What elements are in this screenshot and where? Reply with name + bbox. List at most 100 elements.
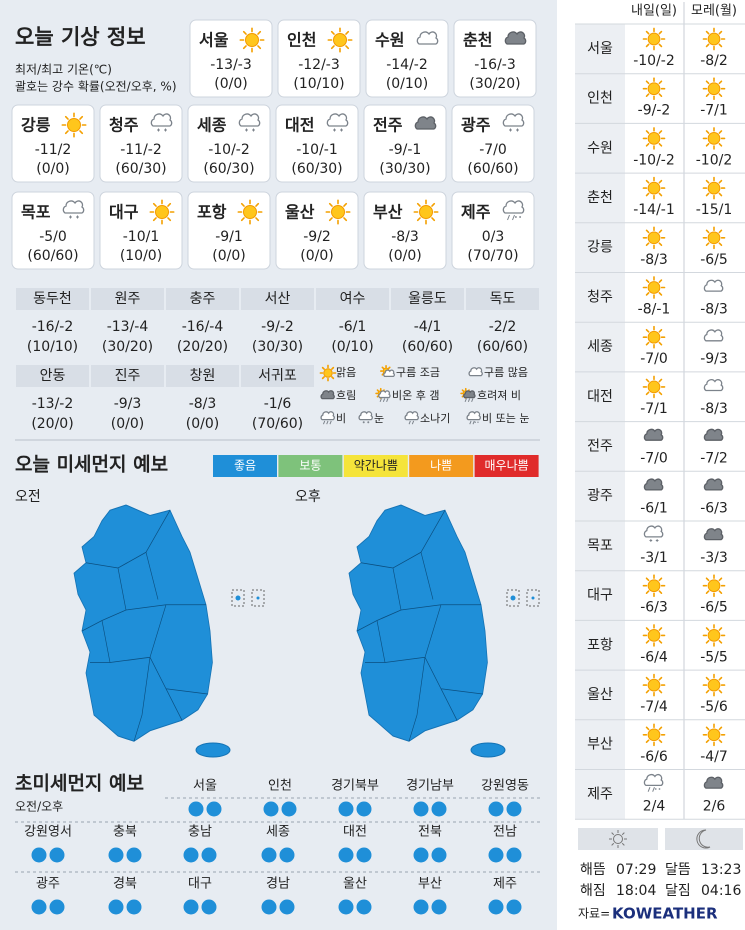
sun-disc [331,205,345,219]
city-name: 제주 [587,786,613,802]
korea-map [73,504,213,742]
weather-icon [237,199,263,225]
sun-ray [645,676,650,681]
temperature: -10/-1 [296,142,338,158]
sun-ray [705,80,710,85]
sun-ray [705,179,710,184]
sun-ray [381,366,385,370]
precip-probability: (60/30) [115,161,166,177]
fine-dust-title: 초미세먼지 예보 [15,773,144,795]
dust-level [474,455,539,477]
map-jeju [195,742,231,758]
weather-icon [414,116,437,130]
sun-ray [645,142,650,147]
temperature: -8/-1 [638,302,671,318]
sun-ray [705,93,710,97]
weather-icon [327,27,353,53]
weather-icon [702,226,726,250]
temperature: -3/1 [640,550,668,566]
temperature: -11/2 [35,142,72,158]
temperature: -9/-2 [638,103,671,119]
cloud [703,279,724,292]
sun-ray [645,242,650,247]
map-borders [81,509,208,742]
grade-dot [279,899,295,915]
sun-ray [343,217,348,222]
sun-ray [658,80,663,85]
sun-ray [461,389,465,392]
city-name: 울산 [285,203,315,222]
sun-ray [240,202,245,207]
sun-ray [416,202,421,207]
weather-icon [702,27,726,51]
map-label: 오후 [295,489,321,505]
temperature: -9/-2 [261,319,294,335]
temperature: -4/7 [700,749,728,765]
sun-ray [257,45,262,50]
sun-disc [323,368,333,378]
sun-ray [242,30,247,35]
weather-icon [379,364,395,378]
region-name: 울산 [343,877,367,892]
weather-icon [702,673,726,697]
sun-ray [705,30,710,35]
sun-ray [345,30,350,35]
legend-label: 비 [336,412,346,425]
cloud [703,329,724,342]
city-name: 인천 [287,31,316,50]
temperature: 2/6 [703,799,726,815]
region-name: 대전 [343,825,367,840]
rain-drop [652,787,655,792]
sun-ray [167,202,172,207]
weather-icon [238,113,261,132]
temperature: -7/0 [479,142,507,158]
region-name: 세종 [266,825,290,840]
temperature: -6/1 [339,319,367,335]
cloud [416,31,439,45]
cloud [358,411,373,421]
astro-time: 18:04 [616,883,656,899]
sun-ray [645,391,650,396]
cloud [703,428,724,441]
sun-ray [645,639,650,644]
grade-dot [338,801,354,817]
region-name: 충북 [113,825,137,840]
weather-icon [642,624,666,647]
city-name: 수원 [375,31,404,50]
rain-drop [411,420,415,425]
precip-probability: (60/60) [402,339,453,355]
sun-ray [255,217,260,222]
rain-drop [471,398,474,403]
table-header-cell [391,288,464,310]
sun-disc [647,380,661,394]
weather-icon [460,387,476,403]
table-header-cell [16,365,89,387]
precip-probability: (0/0) [111,416,144,432]
astro-label: 달짐 [665,883,691,899]
sun-ray [64,130,69,135]
weather-icon [703,528,724,541]
weather-icon [642,127,666,150]
grade-dot [356,847,372,863]
temperature: -9/3 [700,351,728,367]
sun-ray [658,726,663,731]
grade-dot [183,847,199,863]
temperature: -7/0 [640,451,668,467]
sun-disc [707,181,721,195]
grade-dot [281,801,297,817]
temperature: -8/3 [189,396,217,412]
precip-probability: (60/60) [477,339,528,355]
dust-level-label: 보통 [299,459,321,473]
city-name: 부산 [587,737,613,753]
temperature: -12/-3 [298,57,340,73]
city-name: 충주 [190,291,216,307]
weather-icon [702,77,726,101]
sun-ray [431,217,436,222]
cloud [404,411,419,421]
temperature: -16/-4 [182,319,224,335]
cloud [383,369,395,378]
sun-ray [718,179,723,184]
weather-icon [150,113,173,132]
grade-dot [413,801,429,817]
map-inset [506,589,520,607]
